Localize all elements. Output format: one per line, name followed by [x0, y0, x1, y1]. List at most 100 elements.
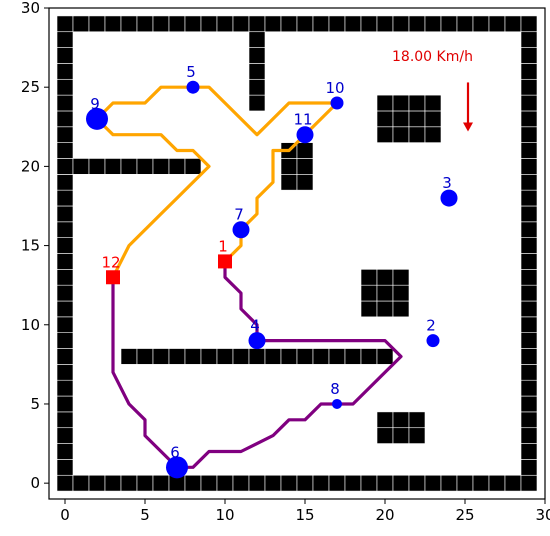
wall-cell — [520, 459, 538, 476]
obstacle-cell — [56, 158, 74, 175]
wall-cell — [56, 94, 74, 112]
wall-cell — [56, 78, 74, 96]
wall-cell — [56, 31, 74, 48]
wall-cell — [216, 474, 234, 492]
x-tick-label: 5 — [140, 506, 150, 524]
y-tick-label: 20 — [21, 157, 40, 175]
wall-cell — [56, 459, 74, 476]
wall-cell — [520, 78, 538, 96]
wall-cell — [520, 221, 538, 238]
wall-cell — [56, 284, 74, 302]
x-tick-label: 25 — [455, 506, 474, 524]
x-tick-label: 10 — [215, 506, 234, 524]
wall-cell — [520, 395, 538, 413]
wall-cell — [56, 205, 74, 223]
wall-cell — [104, 15, 122, 33]
obstacle-cell — [408, 94, 426, 112]
wall-cell — [472, 474, 490, 492]
wall-cell — [120, 15, 138, 33]
wall-cell — [248, 474, 266, 492]
wall-cell — [200, 15, 218, 33]
node-7-marker — [232, 221, 250, 239]
wall-cell — [72, 474, 90, 492]
obstacle-cell — [104, 158, 122, 175]
obstacle-cell — [408, 427, 426, 444]
wall-cell — [56, 237, 74, 254]
obstacle-cell — [120, 158, 138, 175]
wall-cell — [136, 15, 154, 33]
wall-cell — [232, 474, 250, 492]
node-4-label: 4 — [250, 317, 260, 335]
y-tick-label: 10 — [21, 316, 40, 334]
obstacle-cell — [360, 348, 378, 365]
node-3-marker — [440, 189, 458, 207]
obstacle-cell — [392, 269, 410, 286]
obstacle-cell — [328, 348, 346, 365]
wall-cell — [520, 443, 538, 460]
node-3-label: 3 — [442, 174, 452, 192]
wall-cell — [488, 15, 506, 33]
wall-cell — [88, 474, 106, 492]
obstacle-cell — [344, 348, 362, 365]
wall-cell — [136, 474, 154, 492]
obstacle-cell — [312, 348, 330, 365]
wall-cell — [56, 348, 74, 365]
wall-cell — [56, 15, 74, 33]
wall-cell — [408, 474, 426, 492]
node-4-marker — [248, 332, 266, 350]
x-tick-label: 30 — [535, 506, 550, 524]
wall-cell — [520, 174, 538, 191]
node-1-marker — [218, 254, 232, 269]
obstacle-cell — [248, 348, 266, 365]
wall-cell — [520, 348, 538, 365]
wall-cell — [248, 15, 266, 33]
obstacle-cell — [216, 348, 234, 365]
obstacle-cell — [248, 78, 266, 96]
wall-cell — [520, 411, 538, 429]
wall-cell — [520, 94, 538, 112]
obstacle-cell — [424, 94, 442, 112]
wall-cell — [280, 15, 298, 33]
wall-cell — [344, 474, 362, 492]
wall-cell — [280, 474, 298, 492]
wall-cell — [456, 15, 474, 33]
obstacle-cell — [408, 126, 426, 143]
obstacle-cell — [296, 348, 314, 365]
wall-cell — [328, 474, 346, 492]
obstacle-cell — [392, 300, 410, 318]
obstacle-cell — [72, 158, 90, 175]
wall-cell — [376, 15, 394, 33]
obstacle-cell — [376, 411, 394, 429]
wall-cell — [360, 474, 378, 492]
node-7-label: 7 — [234, 206, 244, 224]
wall-cell — [312, 474, 330, 492]
wall-cell — [520, 269, 538, 286]
obstacle-cell — [296, 158, 314, 175]
y-tick-label: 30 — [21, 0, 40, 17]
wall-cell — [360, 15, 378, 33]
obstacle-cell — [296, 142, 314, 159]
obstacle-cell — [88, 158, 106, 175]
obstacle-cell — [280, 174, 298, 191]
wall-cell — [56, 253, 74, 270]
obstacle-cell — [184, 348, 202, 365]
obstacle-cell — [376, 269, 394, 286]
plot-frame — [48, 7, 546, 500]
obstacle-cell — [392, 126, 410, 143]
wall-cell — [56, 221, 74, 238]
wall-cell — [56, 110, 74, 128]
wall-cell — [520, 126, 538, 143]
node-12-label: 12 — [101, 253, 120, 271]
wall-cell — [56, 379, 74, 397]
wall-cell — [56, 427, 74, 444]
wall-cell — [56, 411, 74, 429]
obstacle-cell — [392, 411, 410, 429]
wall-cell — [104, 474, 122, 492]
wall-cell — [152, 15, 170, 33]
x-tick-label: 15 — [295, 506, 314, 524]
node-12-marker — [106, 270, 120, 285]
obstacle-cell — [408, 110, 426, 128]
obstacle-cell — [120, 348, 138, 365]
